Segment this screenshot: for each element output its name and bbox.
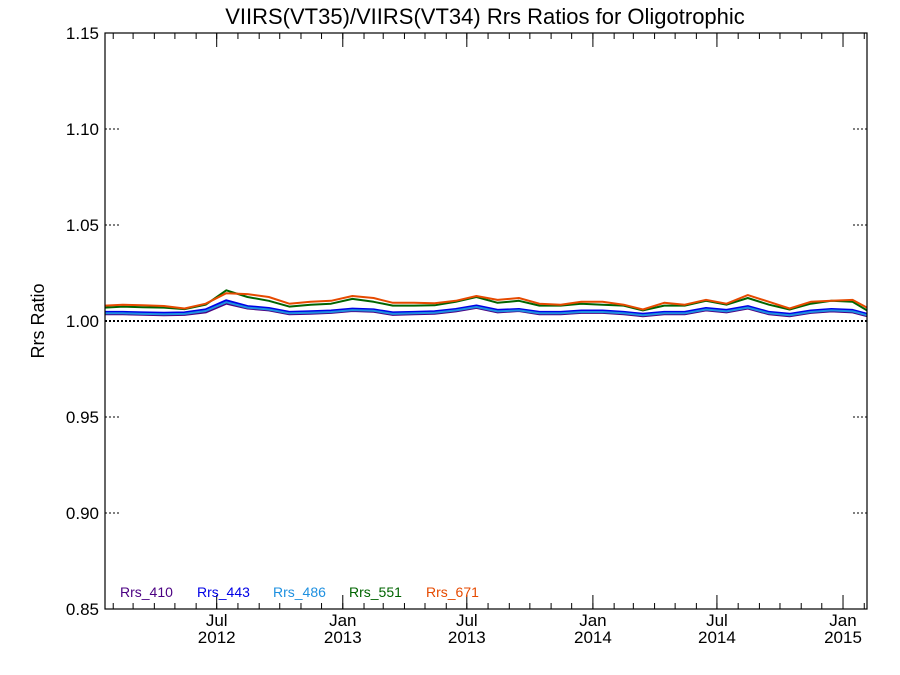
x-tick-label-month: Jan (329, 611, 356, 630)
y-axis: 1.15 1.10 1.05 1.00 0.95 0.90 0.85 (66, 24, 867, 619)
x-tick-label-month: Jan (579, 611, 606, 630)
x-tick-label-year: 2014 (574, 628, 612, 647)
y-tick-label: 0.85 (66, 600, 99, 619)
series-line-rrs-486 (105, 301, 868, 317)
x-tick-label-month: Jan (829, 611, 856, 630)
legend-item-rrs-486: Rrs_486 (273, 584, 326, 600)
y-tick-label: 1.15 (66, 24, 99, 43)
legend-item-rrs-671: Rrs_671 (426, 584, 479, 600)
x-tick-label-month: Jul (706, 611, 728, 630)
legend-item-rrs-410: Rrs_410 (120, 584, 173, 600)
x-tick-label-year: 2015 (824, 628, 862, 647)
legend-item-rrs-551: Rrs_551 (349, 584, 402, 600)
series-line-rrs-671 (104, 292, 868, 311)
x-tick-label-year: 2013 (448, 628, 486, 647)
x-tick-label-month: Jul (456, 611, 478, 630)
x-tick-label-year: 2012 (198, 628, 236, 647)
y-tick-label: 1.00 (66, 312, 99, 331)
x-tick-label-year: 2013 (324, 628, 362, 647)
y-tick-label: 0.90 (66, 504, 99, 523)
y-tick-label: 0.95 (66, 408, 99, 427)
legend-item-rrs-443: Rrs_443 (197, 584, 250, 600)
series-line-rrs-551 (104, 289, 868, 312)
y-tick-label: 1.05 (66, 216, 99, 235)
series-group (104, 289, 868, 318)
x-tick-label-year: 2014 (698, 628, 736, 647)
y-tick-label: 1.10 (66, 120, 99, 139)
x-axis: Jul2012Jan2013Jul2013Jan2014Jul2014Jan20… (112, 33, 865, 647)
plot-frame (104, 32, 868, 610)
chart-title: VIIRS(VT35)/VIIRS(VT34) Rrs Ratios for O… (225, 4, 745, 29)
x-tick-label-month: Jul (206, 611, 228, 630)
y-axis-label: Rrs Ratio (28, 283, 48, 358)
legend: Rrs_410 Rrs_443 Rrs_486 Rrs_551 Rrs_671 (120, 584, 479, 600)
